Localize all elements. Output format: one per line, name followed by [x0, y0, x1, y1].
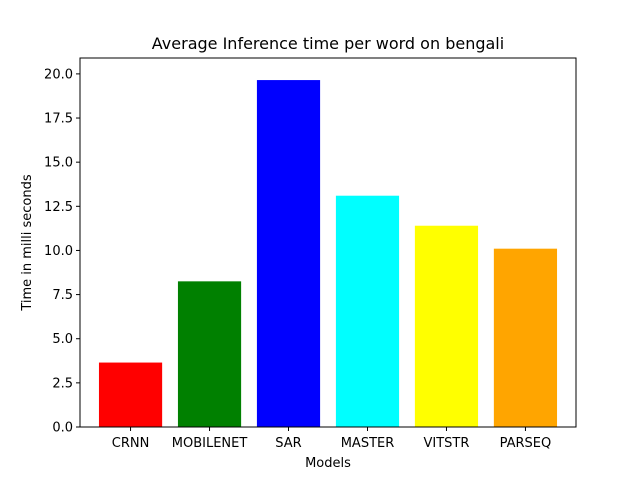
bar-parseq — [493, 248, 558, 427]
y-axis: 0.0 2.5 5.0 7.5 10.0 12.5 15.0 17.5 20.0 — [44, 67, 80, 436]
x-axis-label: Models — [305, 456, 351, 471]
chart-title: Average Inference time per word on benga… — [152, 34, 504, 53]
x-axis: CRNN MOBILENET SAR MASTER VITSTR PARSEQ — [112, 427, 552, 451]
bar-sar — [256, 80, 321, 427]
y-tick-label: 7.5 — [52, 288, 73, 303]
y-tick-label: 12.5 — [44, 200, 73, 215]
x-tick-label: SAR — [275, 436, 301, 451]
bar-mobilenet — [177, 281, 242, 427]
bars-group — [98, 80, 558, 427]
y-tick-label: 17.5 — [44, 112, 73, 127]
y-tick-label: 10.0 — [44, 244, 73, 259]
y-tick-label: 20.0 — [44, 67, 73, 82]
y-tick-label: 5.0 — [52, 332, 73, 347]
x-tick-label: CRNN — [112, 436, 150, 451]
x-tick-label: MASTER — [341, 436, 395, 451]
x-tick-label: PARSEQ — [500, 436, 552, 451]
x-tick-label: MOBILENET — [172, 436, 248, 451]
y-tick-label: 0.0 — [52, 421, 73, 436]
y-tick-label: 15.0 — [44, 156, 73, 171]
y-axis-label: Time in milli seconds — [20, 174, 35, 312]
y-tick-label: 2.5 — [52, 376, 73, 391]
plot-frame — [79, 57, 577, 428]
x-tick-label: VITSTR — [424, 436, 470, 451]
bar-crnn — [98, 362, 163, 427]
bar-vitstr — [414, 225, 479, 427]
bar-master — [335, 195, 400, 427]
